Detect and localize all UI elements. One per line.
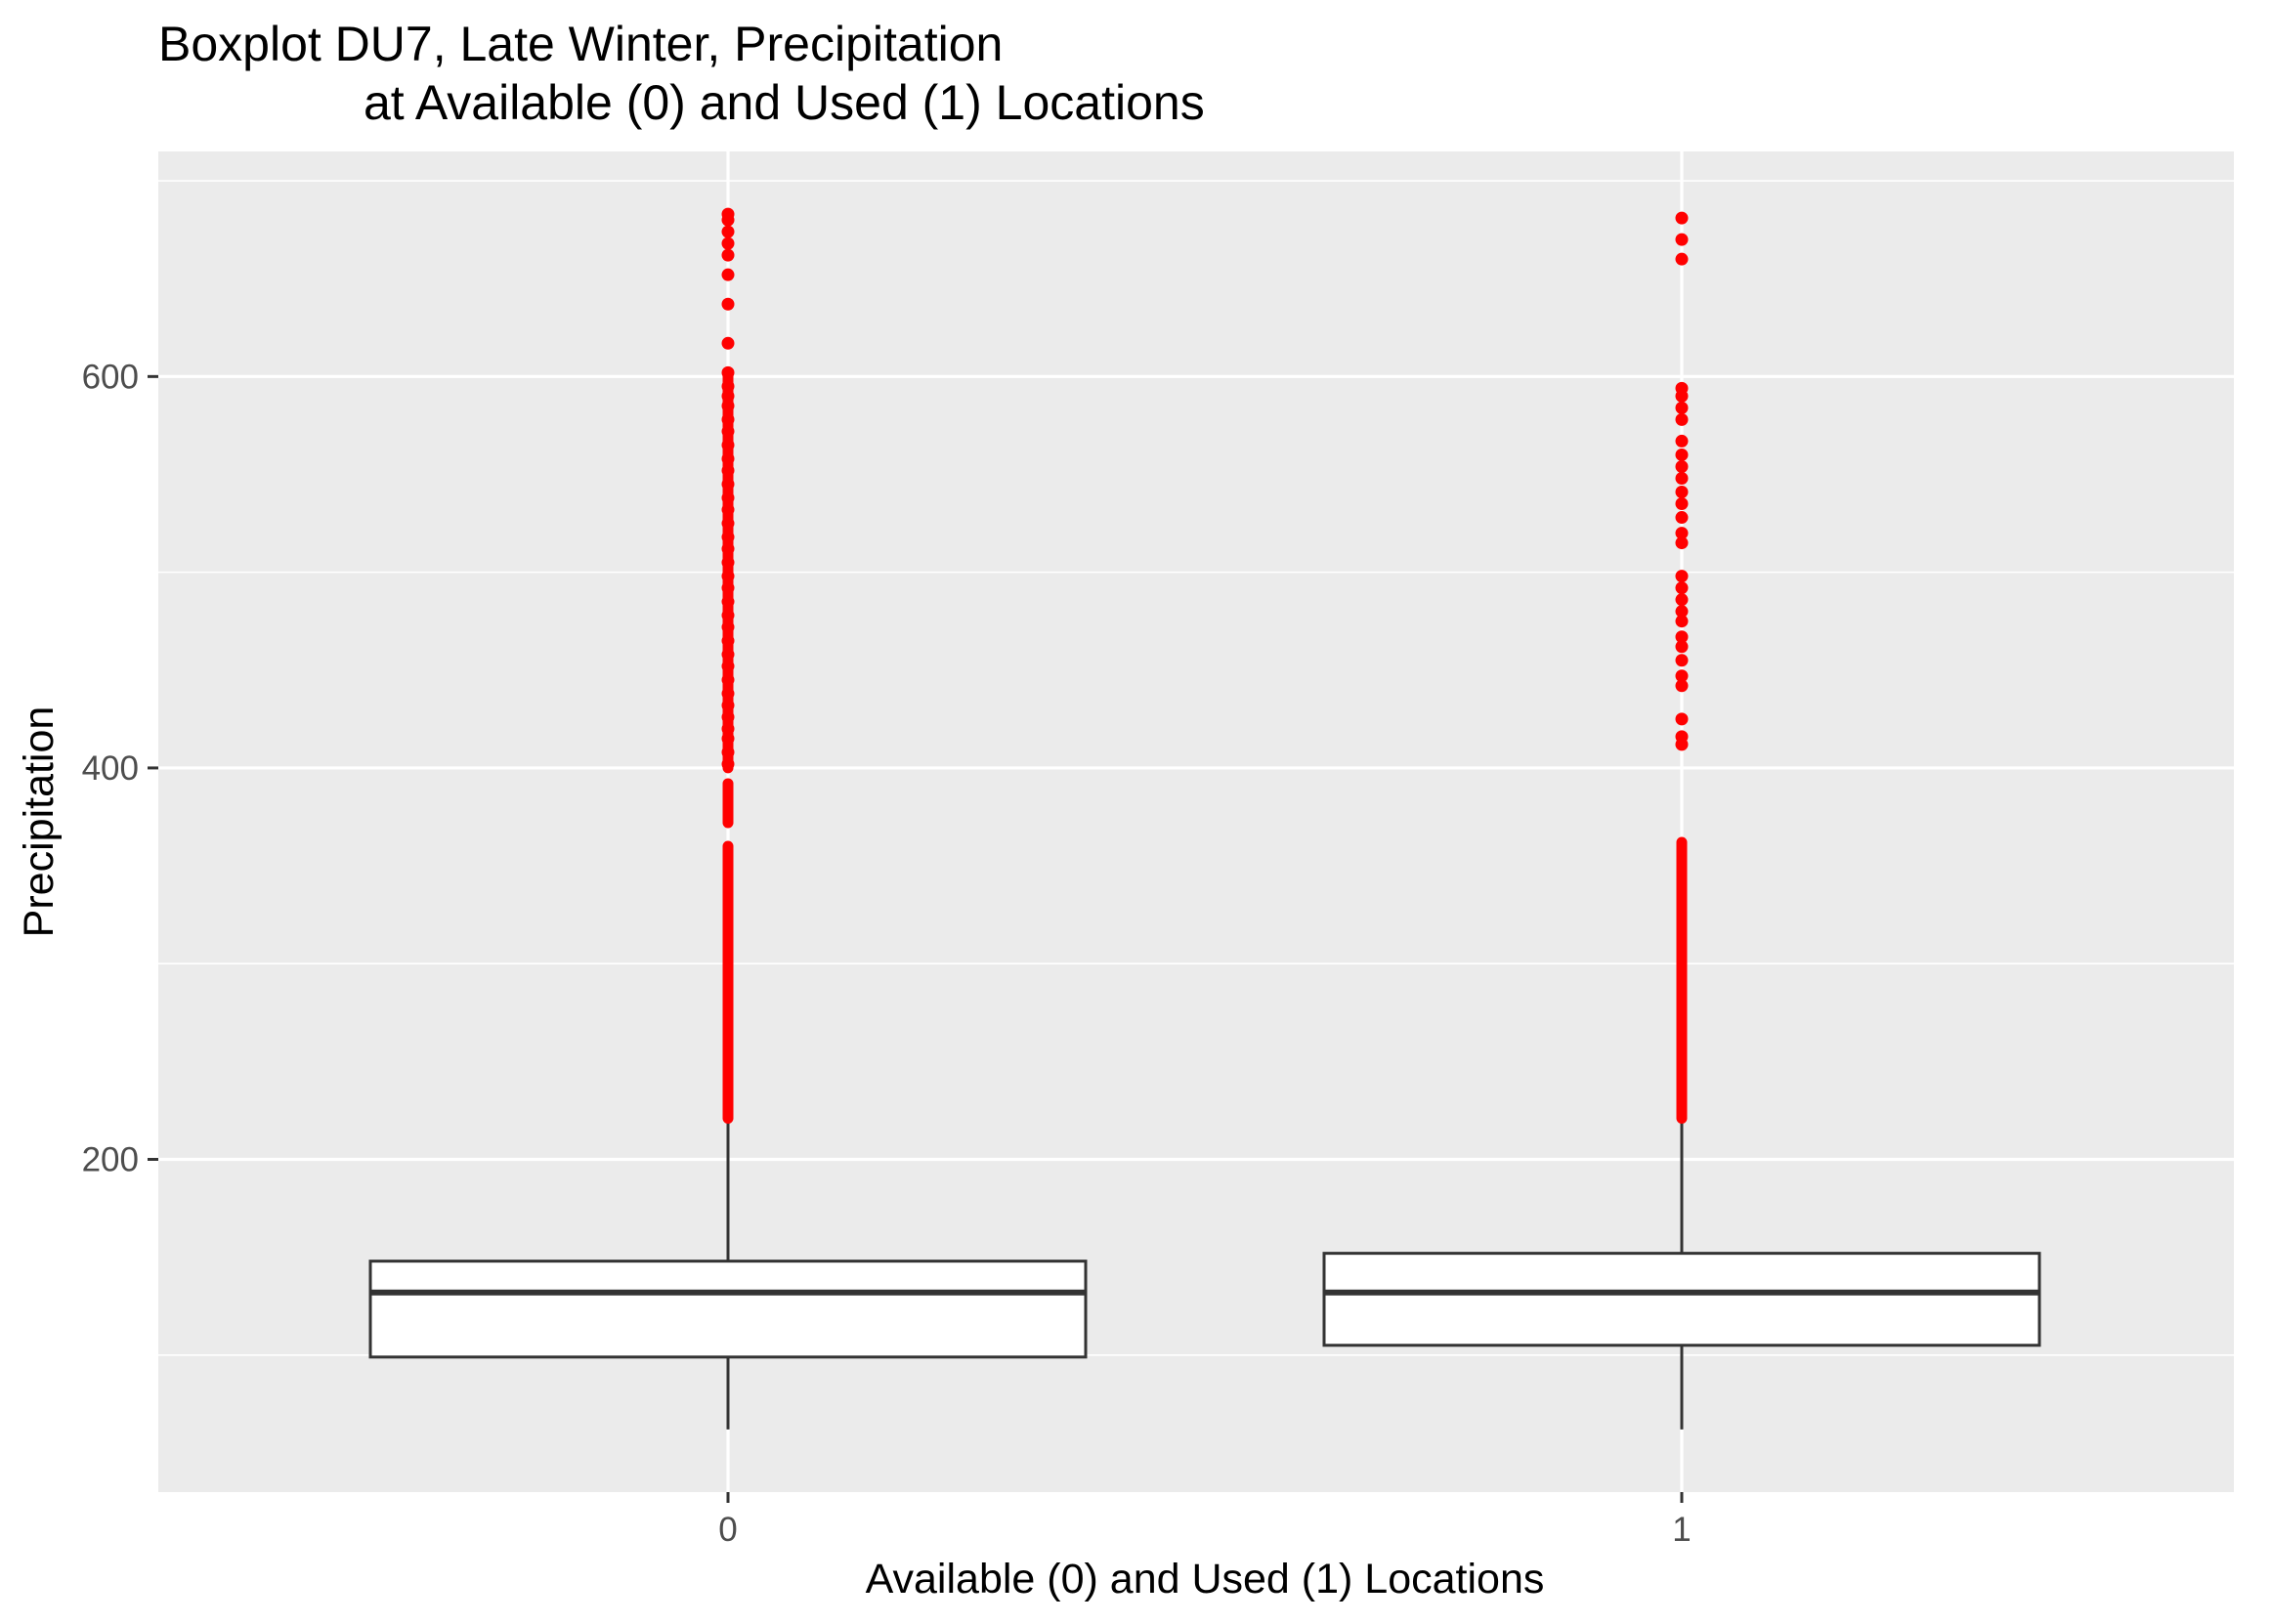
- outlier-point: [1675, 527, 1689, 540]
- outlier-point: [721, 389, 735, 403]
- outlier-point: [721, 207, 735, 221]
- y-axis-title: Precipitation: [16, 706, 63, 938]
- outlier-point: [1675, 640, 1689, 654]
- outlier-point: [1675, 381, 1689, 395]
- outlier-point: [721, 699, 735, 712]
- outlier-point: [1675, 497, 1689, 511]
- outlier-point: [1675, 630, 1689, 644]
- outlier-point: [721, 365, 735, 379]
- outlier-point: [721, 236, 735, 250]
- outlier-point: [721, 477, 735, 491]
- box-group-0: [368, 207, 1088, 1430]
- outlier-point: [721, 722, 735, 736]
- outlier-point: [1675, 605, 1689, 619]
- outlier-point: [721, 491, 735, 505]
- outlier-point: [1675, 615, 1689, 628]
- outlier-point: [721, 710, 735, 724]
- outlier-point: [721, 451, 735, 465]
- outlier-point: [1675, 401, 1689, 414]
- outlier-point: [721, 634, 735, 648]
- outlier-point: [721, 412, 735, 426]
- outlier-point: [721, 336, 735, 350]
- outlier-point: [721, 503, 735, 517]
- chart-title-line-2: at Available (0) and Used (1) Locations: [364, 75, 1205, 130]
- outlier-point: [721, 595, 735, 609]
- outlier-point: [1675, 536, 1689, 550]
- outlier-point: [1675, 570, 1689, 583]
- outlier-point: [721, 648, 735, 662]
- outlier-point: [721, 660, 735, 673]
- outlier-point: [1675, 412, 1689, 426]
- outlier-point: [1675, 679, 1689, 693]
- y-tick-label: 400: [82, 749, 139, 788]
- outlier-point: [721, 424, 735, 438]
- outlier-point: [721, 757, 735, 771]
- outlier-point: [1675, 511, 1689, 525]
- outlier-point: [721, 463, 735, 477]
- x-tick-label: 1: [1672, 1511, 1691, 1549]
- outlier-point: [721, 517, 735, 531]
- x-axis-title: Available (0) and Used (1) Locations: [866, 1556, 1545, 1603]
- outlier-point: [721, 438, 735, 451]
- outlier-point: [721, 531, 735, 544]
- outlier-point: [1675, 252, 1689, 266]
- box-iqr: [368, 1260, 1088, 1359]
- outlier-point: [1675, 712, 1689, 726]
- outlier-point: [1675, 233, 1689, 246]
- outlier-point: [721, 542, 735, 556]
- outlier-point: [1675, 486, 1689, 499]
- outlier-point: [1675, 434, 1689, 448]
- chart-title-line-1: Boxplot DU7, Late Winter, Precipitation: [158, 17, 1003, 71]
- y-tick-label: 200: [82, 1141, 139, 1179]
- outlier-point: [1675, 211, 1689, 225]
- outlier-point: [1675, 581, 1689, 595]
- outlier-point: [721, 732, 735, 746]
- outlier-point: [721, 379, 735, 393]
- outlier-point: [1675, 448, 1689, 461]
- outlier-point: [721, 687, 735, 701]
- outlier-point: [721, 556, 735, 570]
- outlier-point: [1675, 654, 1689, 667]
- outlier-point: [1675, 669, 1689, 683]
- outlier-point: [721, 581, 735, 595]
- outlier-point: [721, 620, 735, 634]
- outlier-point: [1675, 593, 1689, 607]
- outlier-point: [1675, 730, 1689, 744]
- y-tick-label: 600: [82, 358, 139, 396]
- box-iqr: [1322, 1252, 2041, 1347]
- outlier-point: [721, 297, 735, 311]
- x-tick-label: 0: [718, 1511, 737, 1549]
- outlier-point: [721, 673, 735, 687]
- outlier-point: [721, 225, 735, 238]
- outlier-point: [721, 609, 735, 622]
- box-group-1: [1322, 211, 2041, 1430]
- outlier-point: [1675, 459, 1689, 473]
- outlier-point: [721, 570, 735, 583]
- outlier-point: [721, 746, 735, 759]
- outlier-point: [721, 399, 735, 412]
- outlier-point: [721, 268, 735, 281]
- outlier-point: [721, 248, 735, 262]
- outlier-point: [1675, 471, 1689, 485]
- boxes-layer: [368, 207, 2041, 1430]
- axes-layer: 200 400 600 0 1: [82, 358, 1692, 1549]
